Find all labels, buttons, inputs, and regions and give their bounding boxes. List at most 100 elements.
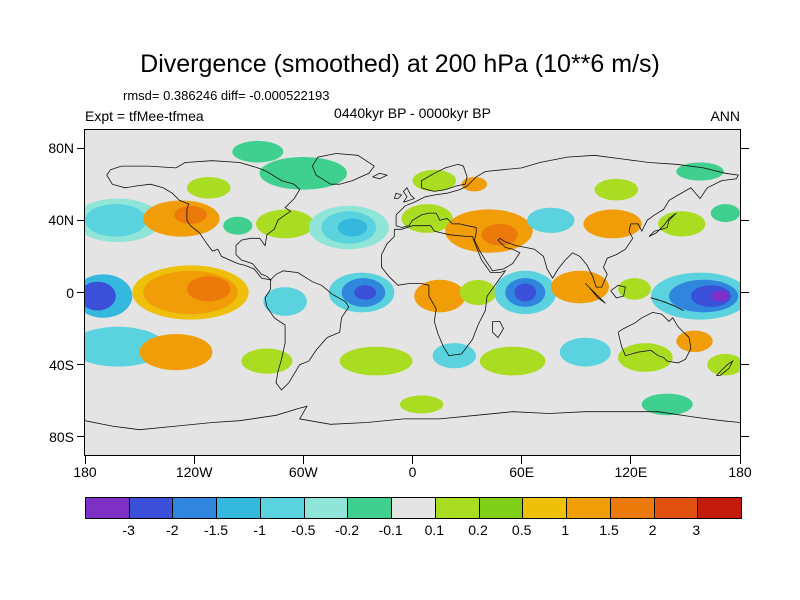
- period-label: 0440kyr BP - 0000kyr BP: [334, 105, 491, 121]
- colorbar-cell: [260, 498, 305, 518]
- contour-blob: [432, 343, 477, 369]
- contour-blob: [710, 204, 740, 223]
- map-plot: [84, 129, 741, 456]
- contour-blob: [583, 209, 642, 239]
- colorbar-cell: [304, 498, 349, 518]
- contour-blob: [707, 353, 740, 376]
- contour-blob: [414, 279, 466, 313]
- contour-blob: [223, 216, 253, 235]
- coastline: [421, 163, 468, 192]
- contour-blob: [232, 140, 284, 163]
- coastline: [393, 192, 403, 199]
- contour-blob: [527, 207, 575, 233]
- contour-blob: [481, 223, 518, 246]
- lon-tick: [630, 456, 632, 464]
- contour-blob: [256, 209, 315, 239]
- colorbar: [85, 497, 742, 519]
- contour-blob: [259, 157, 347, 190]
- lat-tick-right: [741, 147, 749, 149]
- contour-blob: [186, 276, 231, 302]
- contour-blob: [354, 285, 377, 300]
- contour-blob: [186, 177, 231, 199]
- lon-tick: [739, 456, 741, 464]
- contour-blob: [85, 204, 147, 237]
- lat-tick-left: [77, 292, 85, 293]
- colorbar-cell: [523, 498, 568, 518]
- colorbar-cell: [129, 498, 174, 518]
- contour-blob: [337, 218, 368, 237]
- colorbar-label: 1: [561, 522, 570, 538]
- coastline: [402, 187, 416, 203]
- lat-tick-left: [77, 436, 85, 438]
- contour-blob: [559, 337, 611, 367]
- coastline: [381, 225, 507, 357]
- lat-tick-right: [741, 436, 749, 438]
- coastline: [85, 405, 740, 431]
- colorbar-cell: [86, 498, 130, 518]
- contour-map: [85, 140, 740, 431]
- lat-tick-left: [77, 219, 85, 221]
- coastline: [610, 284, 626, 299]
- coastline: [585, 283, 606, 304]
- colorbar-label: -1.5: [203, 522, 229, 538]
- contour-blob: [174, 205, 207, 224]
- lon-tick: [521, 456, 523, 464]
- colorbar-label: -2: [166, 522, 179, 538]
- lon-label: 0: [408, 464, 417, 480]
- lat-tick-left: [77, 147, 85, 149]
- colorbar-label: -3: [122, 522, 135, 538]
- colorbar-label: -0.1: [378, 522, 403, 538]
- experiment-label: Expt = tfMee-tfmea: [85, 108, 204, 124]
- colorbar-label: 0.1: [424, 522, 445, 538]
- stats-line: rmsd= 0.386246 diff= -0.000522193: [123, 88, 330, 103]
- coastline: [716, 359, 734, 376]
- colorbar-cell: [173, 498, 218, 518]
- colorbar-cell: [698, 498, 742, 518]
- lat-label: 0: [66, 284, 74, 301]
- lat-label: 40S: [49, 356, 74, 373]
- contour-blob: [676, 162, 724, 181]
- contour-blob: [401, 204, 453, 233]
- contour-blob: [618, 278, 651, 300]
- colorbar-cell: [435, 498, 480, 518]
- contour-blob: [412, 169, 457, 192]
- lat-tick-right: [741, 219, 749, 221]
- colorbar-cell: [479, 498, 524, 518]
- lon-tick: [84, 456, 86, 464]
- coastline: [650, 297, 684, 311]
- contour-blob: [550, 270, 609, 304]
- lat-label: 80N: [48, 140, 74, 157]
- colorbar-label: 0.5: [511, 522, 532, 538]
- colorbar-cell: [567, 498, 611, 518]
- lat-label: 80S: [49, 428, 74, 445]
- contour-blob: [479, 346, 546, 376]
- contour-blob: [514, 283, 537, 302]
- colorbar-label: -0.2: [334, 522, 360, 538]
- contour-blob: [618, 343, 673, 372]
- lat-label: 40N: [48, 212, 74, 229]
- lon-label: 120W: [175, 464, 213, 480]
- contour-blob: [641, 393, 693, 416]
- coastline: [617, 311, 692, 364]
- contour-blob: [399, 395, 444, 414]
- lat-tick-left: [77, 364, 85, 366]
- colorbar-label: -1: [253, 522, 266, 538]
- coastline: [648, 212, 677, 237]
- lon-label: 180: [73, 464, 97, 480]
- lon-tick: [302, 456, 304, 464]
- colorbar-cell: [348, 498, 393, 518]
- coastline: [311, 153, 375, 185]
- contour-blob: [85, 281, 116, 311]
- lon-label: 60E: [509, 464, 535, 480]
- colorbar-cell: [654, 498, 699, 518]
- contour-blob: [461, 177, 488, 192]
- contour-blob: [339, 346, 413, 376]
- lon-label: 180: [728, 464, 752, 480]
- coastline: [106, 160, 301, 281]
- lon-tick: [193, 456, 195, 464]
- plot-title: Divergence (smoothed) at 200 hPa (10**6 …: [140, 50, 660, 78]
- colorbar-label: 2: [648, 522, 657, 538]
- contour-blob: [241, 348, 293, 374]
- contour-blob: [459, 279, 497, 306]
